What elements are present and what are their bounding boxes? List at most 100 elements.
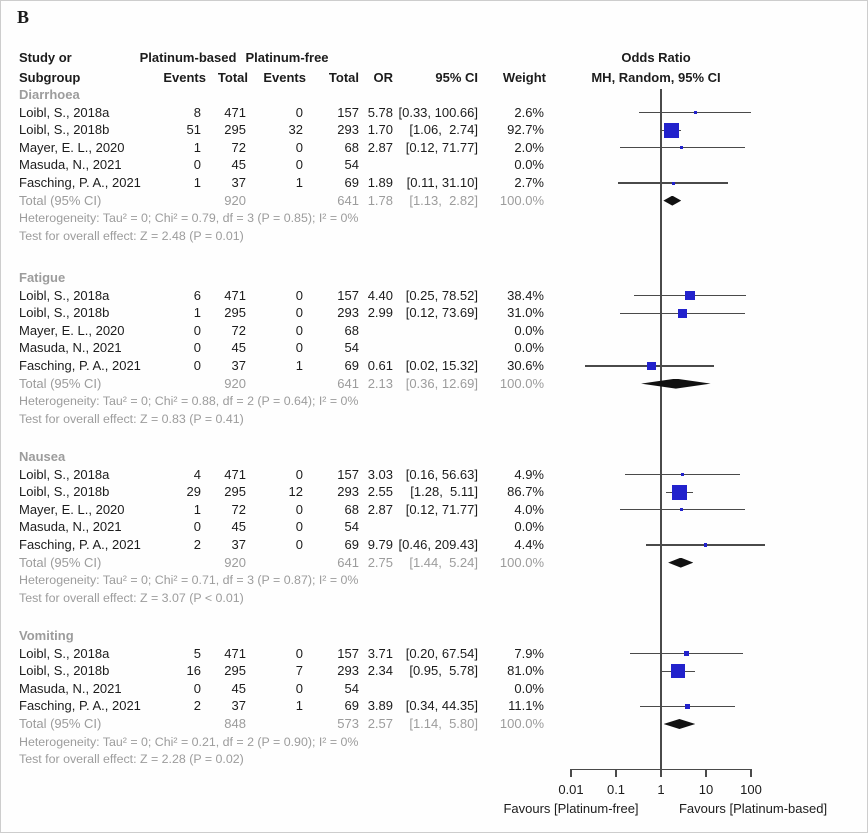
total-based-cell: 37: [231, 175, 246, 190]
ci-cell: [0.02, 15.32]: [405, 358, 478, 373]
study-name: Mayer, E. L., 2020: [19, 139, 125, 155]
events-based-cell: 2: [193, 698, 201, 714]
events-free-cell: 0: [295, 466, 303, 482]
or-cell: 5.78: [367, 104, 393, 120]
ci-cell: [1.06, 2.74]: [409, 122, 478, 138]
header-events-free: Events: [263, 70, 306, 85]
events-based-cell: 51: [186, 122, 201, 138]
subgroup-label: Vomiting: [19, 628, 74, 643]
total-free-sum: 573: [337, 716, 359, 731]
header-subgroup: Subgroup: [19, 70, 81, 85]
or-marker: [685, 290, 695, 301]
total-based-cell: 471: [224, 287, 246, 303]
panel-label: B: [17, 7, 30, 27]
total-or: 2.57: [367, 716, 393, 731]
or-marker: [671, 181, 675, 185]
or-cell: 1.89: [367, 175, 393, 190]
total-based-cell: 72: [231, 322, 246, 338]
total-free-cell: 54: [344, 157, 359, 173]
total-based-cell: 295: [224, 484, 246, 500]
events-based-cell: 0: [193, 157, 201, 173]
total-free-cell: 157: [337, 645, 359, 661]
header-ci: 95% CI: [435, 70, 478, 85]
total-based-cell: 471: [224, 104, 246, 120]
events-based-cell: 6: [193, 287, 201, 303]
or-marker: [680, 472, 685, 477]
total-based-cell: 295: [224, 305, 246, 321]
or-marker: [703, 543, 708, 547]
total-ci: [1.14, 5.80]: [409, 716, 478, 731]
study-name: Loibl, S., 2018a: [19, 466, 110, 482]
total-label: Total (95% CI): [19, 554, 102, 570]
total-free-cell: 68: [344, 139, 359, 155]
study-name: Loibl, S., 2018b: [19, 484, 110, 500]
weight-cell: 31.0%: [507, 305, 544, 321]
weight-cell: 11.1%: [508, 698, 544, 714]
events-free-cell: 0: [295, 680, 303, 696]
weight-cell: 0.0%: [514, 322, 544, 338]
total-free-cell: 68: [344, 322, 359, 338]
study-name: Loibl, S., 2018a: [19, 104, 110, 120]
total-based-cell: 37: [231, 698, 246, 714]
summary-diamond: [663, 195, 682, 206]
or-marker: [680, 146, 684, 150]
events-based-cell: 2: [193, 537, 201, 552]
total-label: Total (95% CI): [19, 716, 102, 731]
total-or: 2.75: [367, 554, 393, 570]
total-free-cell: 68: [344, 501, 359, 517]
or-cell: 2.34: [367, 663, 393, 679]
study-name: Mayer, E. L., 2020: [19, 322, 125, 338]
total-label: Total (95% CI): [19, 192, 102, 208]
heterogeneity-text: Heterogeneity: Tau² = 0; Chi² = 0.21, df…: [19, 734, 359, 749]
events-free-cell: 1: [295, 358, 303, 373]
axis-tick-label-0.01: 0.01: [558, 782, 584, 797]
plot-title: Odds Ratio: [621, 50, 691, 65]
axis-tick-label-100: 100: [740, 782, 762, 797]
study-name: Loibl, S., 2018a: [19, 645, 110, 661]
study-name: Loibl, S., 2018b: [19, 122, 110, 138]
total-weight: 100.0%: [499, 716, 544, 731]
ci-cell: [0.12, 73.69]: [405, 305, 478, 321]
total-based-cell: 37: [231, 537, 246, 552]
events-free-cell: 1: [295, 698, 303, 714]
study-name: Fasching, P. A., 2021: [19, 537, 141, 552]
axis-tick-100: [750, 769, 752, 777]
weight-cell: 2.0%: [514, 139, 544, 155]
total-weight: 100.0%: [499, 375, 544, 391]
study-name: Fasching, P. A., 2021: [19, 358, 141, 373]
events-free-cell: 0: [295, 157, 303, 173]
or-cell: 3.71: [367, 645, 393, 661]
events-based-cell: 0: [193, 358, 201, 373]
events-free-cell: 0: [295, 645, 303, 661]
weight-cell: 0.0%: [514, 519, 544, 535]
favours-left-label: Favours [Platinum-free]: [503, 801, 639, 816]
weight-cell: 92.7%: [507, 122, 544, 138]
study-name: Loibl, S., 2018b: [19, 305, 110, 321]
heterogeneity-text: Heterogeneity: Tau² = 0; Chi² = 0.88, df…: [19, 394, 359, 409]
events-based-cell: 0: [193, 519, 201, 535]
total-free-cell: 69: [344, 358, 359, 373]
total-free-sum: 641: [337, 375, 359, 391]
or-cell: 1.70: [367, 122, 393, 138]
overall-effect-text: Test for overall effect: Z = 2.48 (P = 0…: [19, 228, 244, 243]
summary-diamond: [641, 378, 711, 389]
or-cell: 2.55: [367, 484, 393, 500]
or-marker: [670, 664, 685, 679]
total-based-cell: 295: [224, 122, 246, 138]
summary-diamond: [663, 719, 696, 729]
or-marker: [680, 508, 684, 512]
ci-cell: [0.25, 78.52]: [405, 287, 478, 303]
total-or: 2.13: [367, 375, 393, 391]
or-marker: [684, 703, 691, 710]
events-free-cell: 7: [295, 663, 303, 679]
study-name: Masuda, N., 2021: [19, 680, 122, 696]
events-free-cell: 0: [295, 340, 303, 356]
ci-cell: [0.12, 71.77]: [405, 501, 478, 517]
events-based-cell: 1: [193, 501, 201, 517]
axis-tick-0.1: [615, 769, 617, 777]
events-based-cell: 4: [193, 466, 201, 482]
favours-right-label: Favours [Platinum-based]: [678, 801, 828, 816]
events-free-cell: 0: [295, 104, 303, 120]
total-free-cell: 293: [337, 663, 359, 679]
